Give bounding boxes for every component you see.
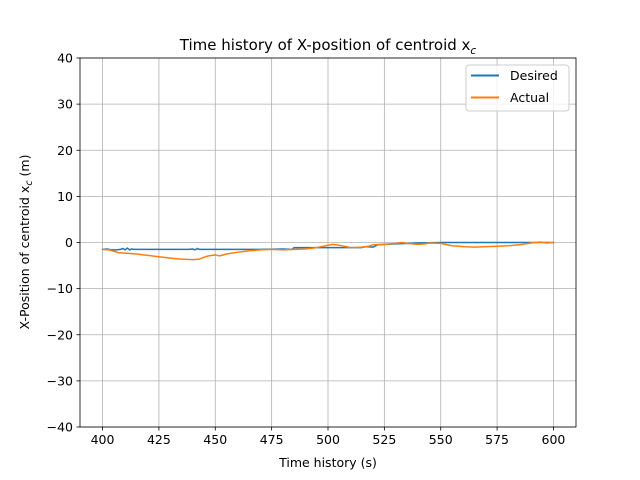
legend-label-desired: Desired (510, 68, 558, 83)
y-tick-label: 30 (57, 97, 73, 112)
y-tick-label: 40 (57, 51, 73, 66)
y-axis-title: X-Position of centroid xc (m) (17, 155, 35, 330)
x-tick-label: 475 (260, 432, 284, 447)
y-axis-title-unit: (m) (17, 155, 32, 181)
x-tick-label: 450 (203, 432, 227, 447)
y-tick-label: −40 (47, 420, 73, 435)
y-tick-label: −10 (47, 281, 73, 296)
y-tick-label: −30 (47, 373, 73, 388)
chart-title-subscript: c (470, 45, 476, 57)
x-tick-label: 500 (316, 432, 340, 447)
y-tick-label: 0 (65, 235, 73, 250)
x-tick-label: 400 (91, 432, 115, 447)
y-axis-title-subscript: c (24, 180, 35, 186)
y-tick-label: 10 (57, 189, 73, 204)
x-tick-label: 550 (429, 432, 453, 447)
x-tick-label: 525 (372, 432, 396, 447)
axis-ticks: 400 425 450 475 500 525 550 575 600 −40 −30 −20 −10 0… (47, 51, 566, 448)
series-lines (101, 241, 555, 261)
y-tick-label: 20 (57, 143, 73, 158)
x-axis-title: Time history (s) (278, 455, 377, 470)
x-tick-label: 575 (485, 432, 509, 447)
y-tick-label: −20 (47, 327, 73, 342)
chart-title: Time history of X-position of centroid x… (179, 36, 477, 57)
series-line-desired (101, 241, 555, 251)
x-tick-label: 600 (542, 432, 566, 447)
series-line-actual (101, 241, 555, 261)
x-tick-label: 425 (147, 432, 171, 447)
legend: Desired Actual (465, 64, 570, 112)
legend-label-actual: Actual (510, 90, 549, 105)
